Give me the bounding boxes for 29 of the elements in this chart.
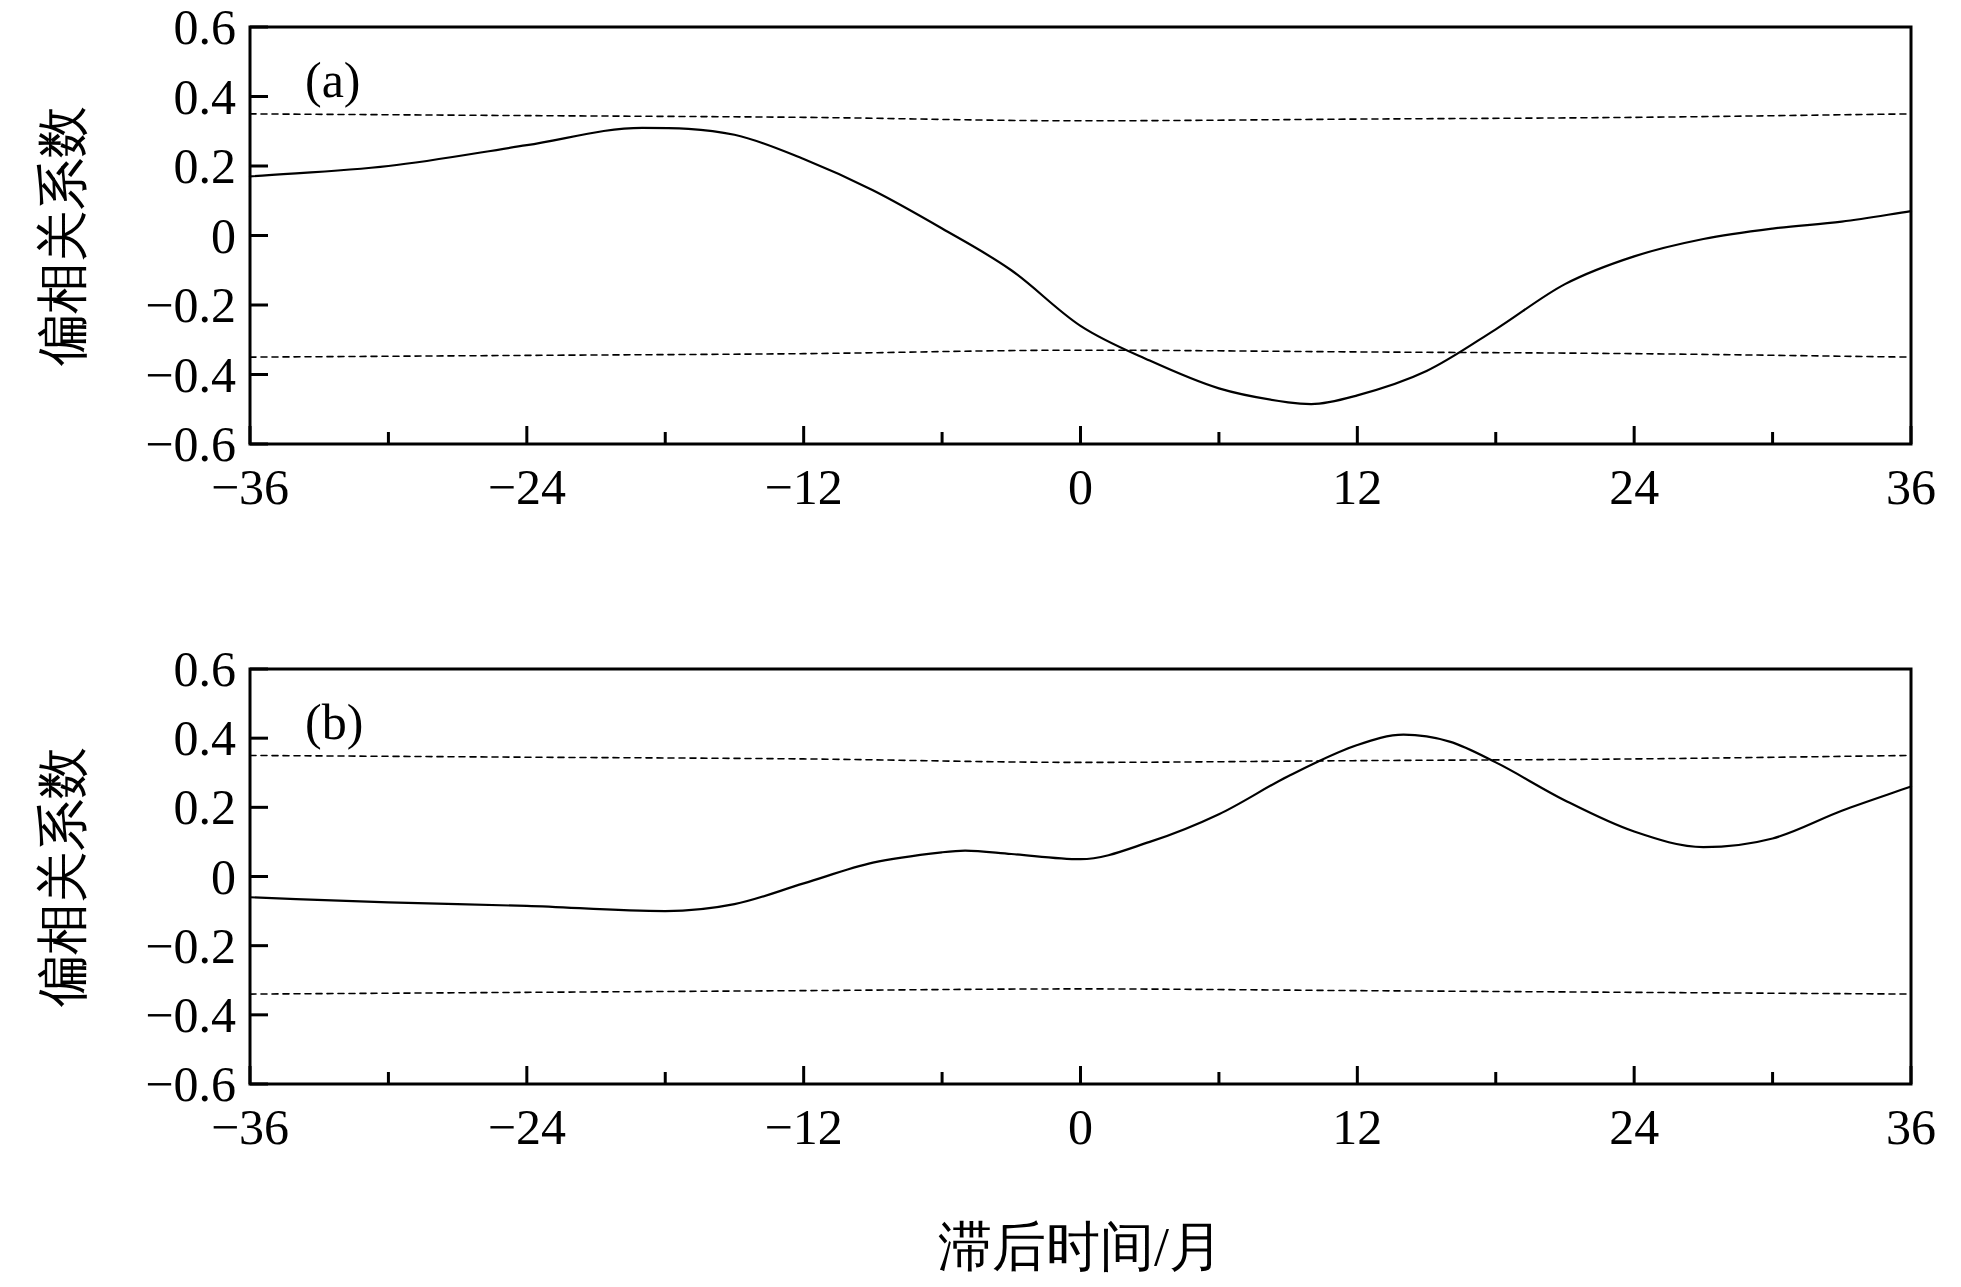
y-tick-label: 0.4 bbox=[173, 68, 236, 125]
y-tick-label: −0.2 bbox=[145, 277, 236, 333]
y-tick-label: 0.2 bbox=[173, 138, 236, 194]
y-axis-title: 偏相关系数 bbox=[33, 105, 91, 366]
y-tick-label: 0.2 bbox=[173, 779, 236, 836]
y-tick-label: 0.6 bbox=[173, 641, 236, 697]
y-tick-label: −0.2 bbox=[145, 917, 236, 974]
x-tick-label: 36 bbox=[1886, 459, 1936, 515]
y-tick-label: 0 bbox=[211, 848, 236, 905]
x-tick-label: 0 bbox=[1068, 459, 1093, 515]
y-tick-label: 0.4 bbox=[173, 710, 236, 767]
annotation: (b) bbox=[305, 694, 364, 750]
x-tick-label: −24 bbox=[487, 459, 566, 515]
y-axis-title: 偏相关系数 bbox=[33, 746, 91, 1007]
x-tick-label: 36 bbox=[1886, 1099, 1936, 1155]
y-tick-label: 0 bbox=[211, 207, 236, 264]
x-tick-label: 12 bbox=[1332, 459, 1383, 515]
x-tick-label: 12 bbox=[1332, 1099, 1383, 1155]
y-tick-label: −0.4 bbox=[145, 986, 236, 1043]
annotation: (a) bbox=[305, 52, 361, 108]
x-tick-label: 24 bbox=[1609, 459, 1660, 515]
x-tick-label: 0 bbox=[1068, 1099, 1093, 1155]
x-tick-label: −12 bbox=[764, 459, 843, 515]
y-tick-label: −0.4 bbox=[145, 346, 236, 403]
x-tick-label: 24 bbox=[1609, 1099, 1660, 1155]
x-tick-label: −12 bbox=[764, 1099, 843, 1155]
x-tick-label: −24 bbox=[487, 1099, 566, 1155]
y-tick-label: 0.6 bbox=[173, 0, 236, 55]
x-axis-title: 滞后时间/月 bbox=[937, 1217, 1224, 1277]
